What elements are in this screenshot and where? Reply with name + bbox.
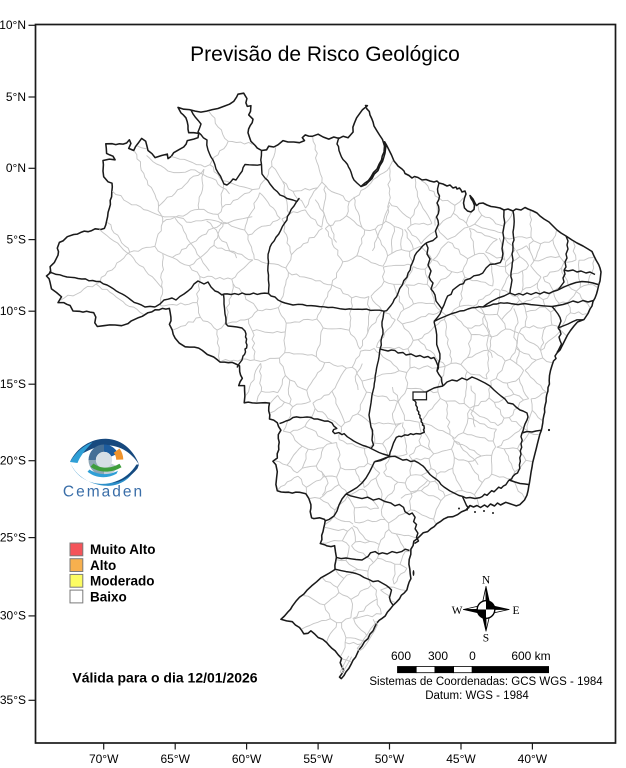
svg-text:Válida para o dia 12/01/2026: Válida para o dia 12/01/2026 — [72, 670, 257, 686]
svg-text:Baixo: Baixo — [90, 589, 127, 604]
svg-text:E: E — [512, 605, 519, 617]
svg-text:Cemaden: Cemaden — [63, 484, 144, 501]
svg-text:10°S: 10°S — [0, 304, 26, 318]
svg-text:65°W: 65°W — [160, 752, 190, 766]
svg-text:Previsão de Risco Geológico: Previsão de Risco Geológico — [190, 43, 460, 66]
svg-text:0°N: 0°N — [6, 161, 26, 175]
svg-text:10°N: 10°N — [0, 18, 26, 32]
svg-text:30°S: 30°S — [0, 609, 26, 623]
svg-text:Alto: Alto — [90, 558, 116, 573]
svg-text:Sistemas de Coordenadas: GCS W: Sistemas de Coordenadas: GCS WGS - 1984 — [369, 676, 603, 688]
svg-text:45°W: 45°W — [446, 752, 476, 766]
svg-text:300: 300 — [428, 649, 448, 663]
svg-text:600: 600 — [391, 649, 411, 663]
svg-text:35°S: 35°S — [0, 693, 26, 707]
svg-text:40°W: 40°W — [518, 752, 548, 766]
svg-text:S: S — [483, 633, 489, 645]
svg-text:N: N — [482, 575, 491, 587]
svg-text:600 km: 600 km — [511, 649, 550, 663]
svg-text:5°S: 5°S — [7, 232, 26, 246]
svg-text:5°N: 5°N — [6, 90, 26, 104]
svg-text:Moderado: Moderado — [90, 574, 155, 589]
svg-text:0: 0 — [469, 649, 476, 663]
svg-text:25°S: 25°S — [0, 530, 26, 544]
svg-text:W: W — [452, 605, 463, 617]
svg-text:Muito Alto: Muito Alto — [90, 542, 155, 557]
svg-text:15°S: 15°S — [0, 377, 26, 391]
svg-text:60°W: 60°W — [232, 752, 262, 766]
svg-text:Datum: WGS - 1984: Datum: WGS - 1984 — [425, 690, 529, 702]
svg-text:20°S: 20°S — [0, 454, 26, 468]
svg-text:55°W: 55°W — [303, 752, 333, 766]
svg-text:70°W: 70°W — [89, 752, 119, 766]
svg-text:50°W: 50°W — [375, 752, 405, 766]
